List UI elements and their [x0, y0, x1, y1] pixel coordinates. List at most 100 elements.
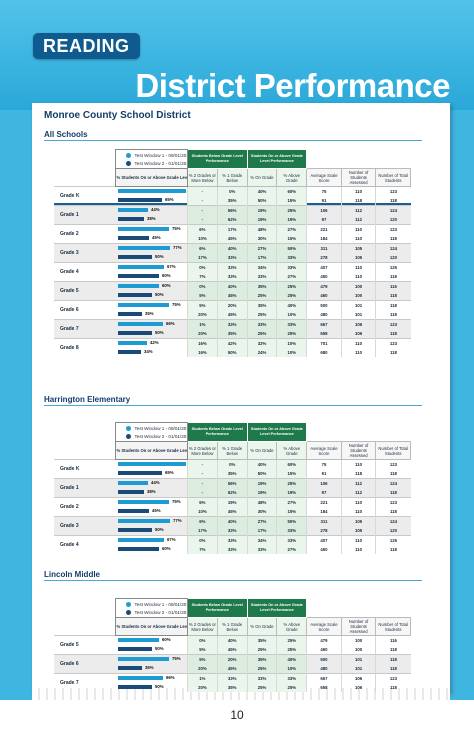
bar-cell: 44%: [115, 205, 188, 215]
table-cell: 106: [340, 673, 376, 683]
table-cell: 120: [375, 526, 411, 536]
table-cell: 33%: [246, 545, 277, 554]
column-header: % 1 Grade Below: [216, 617, 248, 636]
table-cell: 33%: [216, 253, 248, 263]
table-cell: 124: [375, 516, 411, 526]
table-cell: 25%: [246, 291, 277, 301]
bar-value: 38%: [146, 489, 156, 494]
bar-value: 65%: [164, 197, 174, 202]
table-cell: 118: [375, 310, 411, 320]
table-cell: 33%: [276, 535, 307, 545]
legend-item: Test Window 2 - 01/01/2012 - 03/01/2012: [117, 608, 187, 616]
table-cell: 25%: [276, 291, 307, 301]
window-2-bar: [117, 312, 142, 316]
table-cell: 116: [375, 281, 411, 291]
table-cell: 20%: [187, 683, 218, 692]
table-row: Grade 3 77% 6% 40% 27% 50% 311 105 124: [54, 243, 411, 263]
table-cell: 123: [375, 459, 411, 469]
table-cell: 278: [306, 526, 342, 536]
table-cell: 110: [340, 459, 376, 469]
bar-value: 42%: [149, 340, 159, 345]
table-cell: 701: [306, 338, 342, 348]
table-row: Grade 7 66% 1% 33% 33% 33% 667 106 123: [54, 673, 411, 692]
bar-cell: 38%: [115, 488, 188, 498]
table-cell: 40%: [246, 186, 277, 196]
table-cell: 500: [306, 654, 342, 664]
table-cell: 110: [340, 234, 376, 244]
table-cell: 62%: [216, 215, 248, 225]
table-cell: 101: [340, 654, 376, 664]
table-row: 34% 16% 50% 24% 10% 680 110 118: [54, 348, 411, 357]
window-2-bar: [117, 528, 152, 532]
bar-value: 60%: [161, 273, 171, 278]
table-cell: 118: [375, 664, 411, 674]
table-cell: 33%: [216, 319, 248, 329]
table-cell: 500: [306, 300, 342, 310]
legend-item: Test Window 2 - 01/01/2012 - 03/01/2012: [117, 432, 187, 440]
table-cell: 101: [340, 310, 376, 320]
bar-value: 44%: [150, 480, 160, 485]
table-cell: 5%: [187, 654, 218, 664]
window-2-bar: [117, 490, 144, 494]
test-window-legend: Test Window 1 - 09/01/2011 - 12/01/2011 T…: [115, 598, 188, 618]
table-cell: 118: [375, 291, 411, 301]
section-title: All Schools: [44, 130, 88, 139]
table-cell: 15%: [276, 469, 307, 479]
table-cell: 27%: [276, 224, 307, 234]
above-grade-group-header: Students On or Above Grade Level Perform…: [246, 149, 308, 169]
table-cell: 101: [340, 664, 376, 674]
bar-cell: 38%: [115, 215, 188, 225]
table-cell: 105: [340, 516, 376, 526]
window-1-bar: [117, 189, 186, 193]
table-cell: 118: [375, 272, 411, 282]
grade-label: Grade 4: [54, 262, 116, 282]
table-cell: 0%: [187, 535, 218, 545]
table-cell: 25%: [246, 310, 277, 320]
window-2-bar: [117, 274, 159, 278]
table-cell: 75: [306, 459, 342, 469]
column-header: Number of Total Students: [375, 617, 411, 636]
table-row: 50% 17% 33% 17% 33% 278 105 120: [54, 253, 411, 263]
table-cell: 124: [375, 205, 411, 215]
table-cell: 7%: [187, 545, 218, 554]
table-cell: -: [187, 478, 218, 488]
table-cell: 0%: [216, 186, 248, 196]
table-cell: 0%: [187, 262, 218, 272]
table-cell: 658: [306, 683, 342, 692]
grade-label: Grade 6: [54, 300, 116, 320]
bar-value: 50%: [154, 646, 164, 651]
bar-value: 50%: [154, 330, 164, 335]
bar-value: 60%: [161, 637, 171, 642]
table-row: Grade 5 60% 0% 40% 35% 25% 479 100 116: [54, 635, 411, 655]
table-cell: 34%: [246, 262, 277, 272]
table-row: Grade 8 42% 16% 42% 32% 10% 701 110 123: [54, 338, 411, 357]
table-cell: 45%: [216, 310, 248, 320]
above-grade-group-header: Students On or Above Grade Level Perform…: [246, 422, 308, 442]
table-cell: 19%: [246, 478, 277, 488]
bar-value: 35%: [144, 665, 154, 670]
bar-value: 75%: [171, 226, 181, 231]
table-cell: 124: [375, 243, 411, 253]
table-cell: 118: [340, 196, 376, 206]
table-cell: 45%: [216, 291, 248, 301]
bar-value: 75%: [171, 499, 181, 504]
window-1-bar: [117, 265, 164, 269]
table-cell: 42%: [216, 338, 248, 348]
table-cell: 25%: [276, 683, 307, 692]
table-cell: 112: [340, 215, 376, 225]
bar-cell: 77%: [115, 243, 188, 253]
table-cell: 480: [306, 310, 342, 320]
table-cell: 35%: [216, 469, 248, 479]
bar-cell: 60%: [115, 635, 188, 645]
table-cell: 110: [340, 186, 376, 196]
legend-dot-icon: [126, 601, 132, 607]
window-1-bar: [117, 341, 147, 345]
window-1-bar: [117, 500, 169, 504]
bar-cell: 100%: [115, 459, 188, 469]
table-cell: 33%: [216, 673, 248, 683]
table-cell: 33%: [276, 319, 307, 329]
table-row: 45% 10% 45% 30% 15% 184 110 118: [54, 234, 411, 244]
table-cell: 123: [375, 186, 411, 196]
table-row: Grade 7 66% 1% 33% 33% 33% 667 106 123: [54, 319, 411, 339]
